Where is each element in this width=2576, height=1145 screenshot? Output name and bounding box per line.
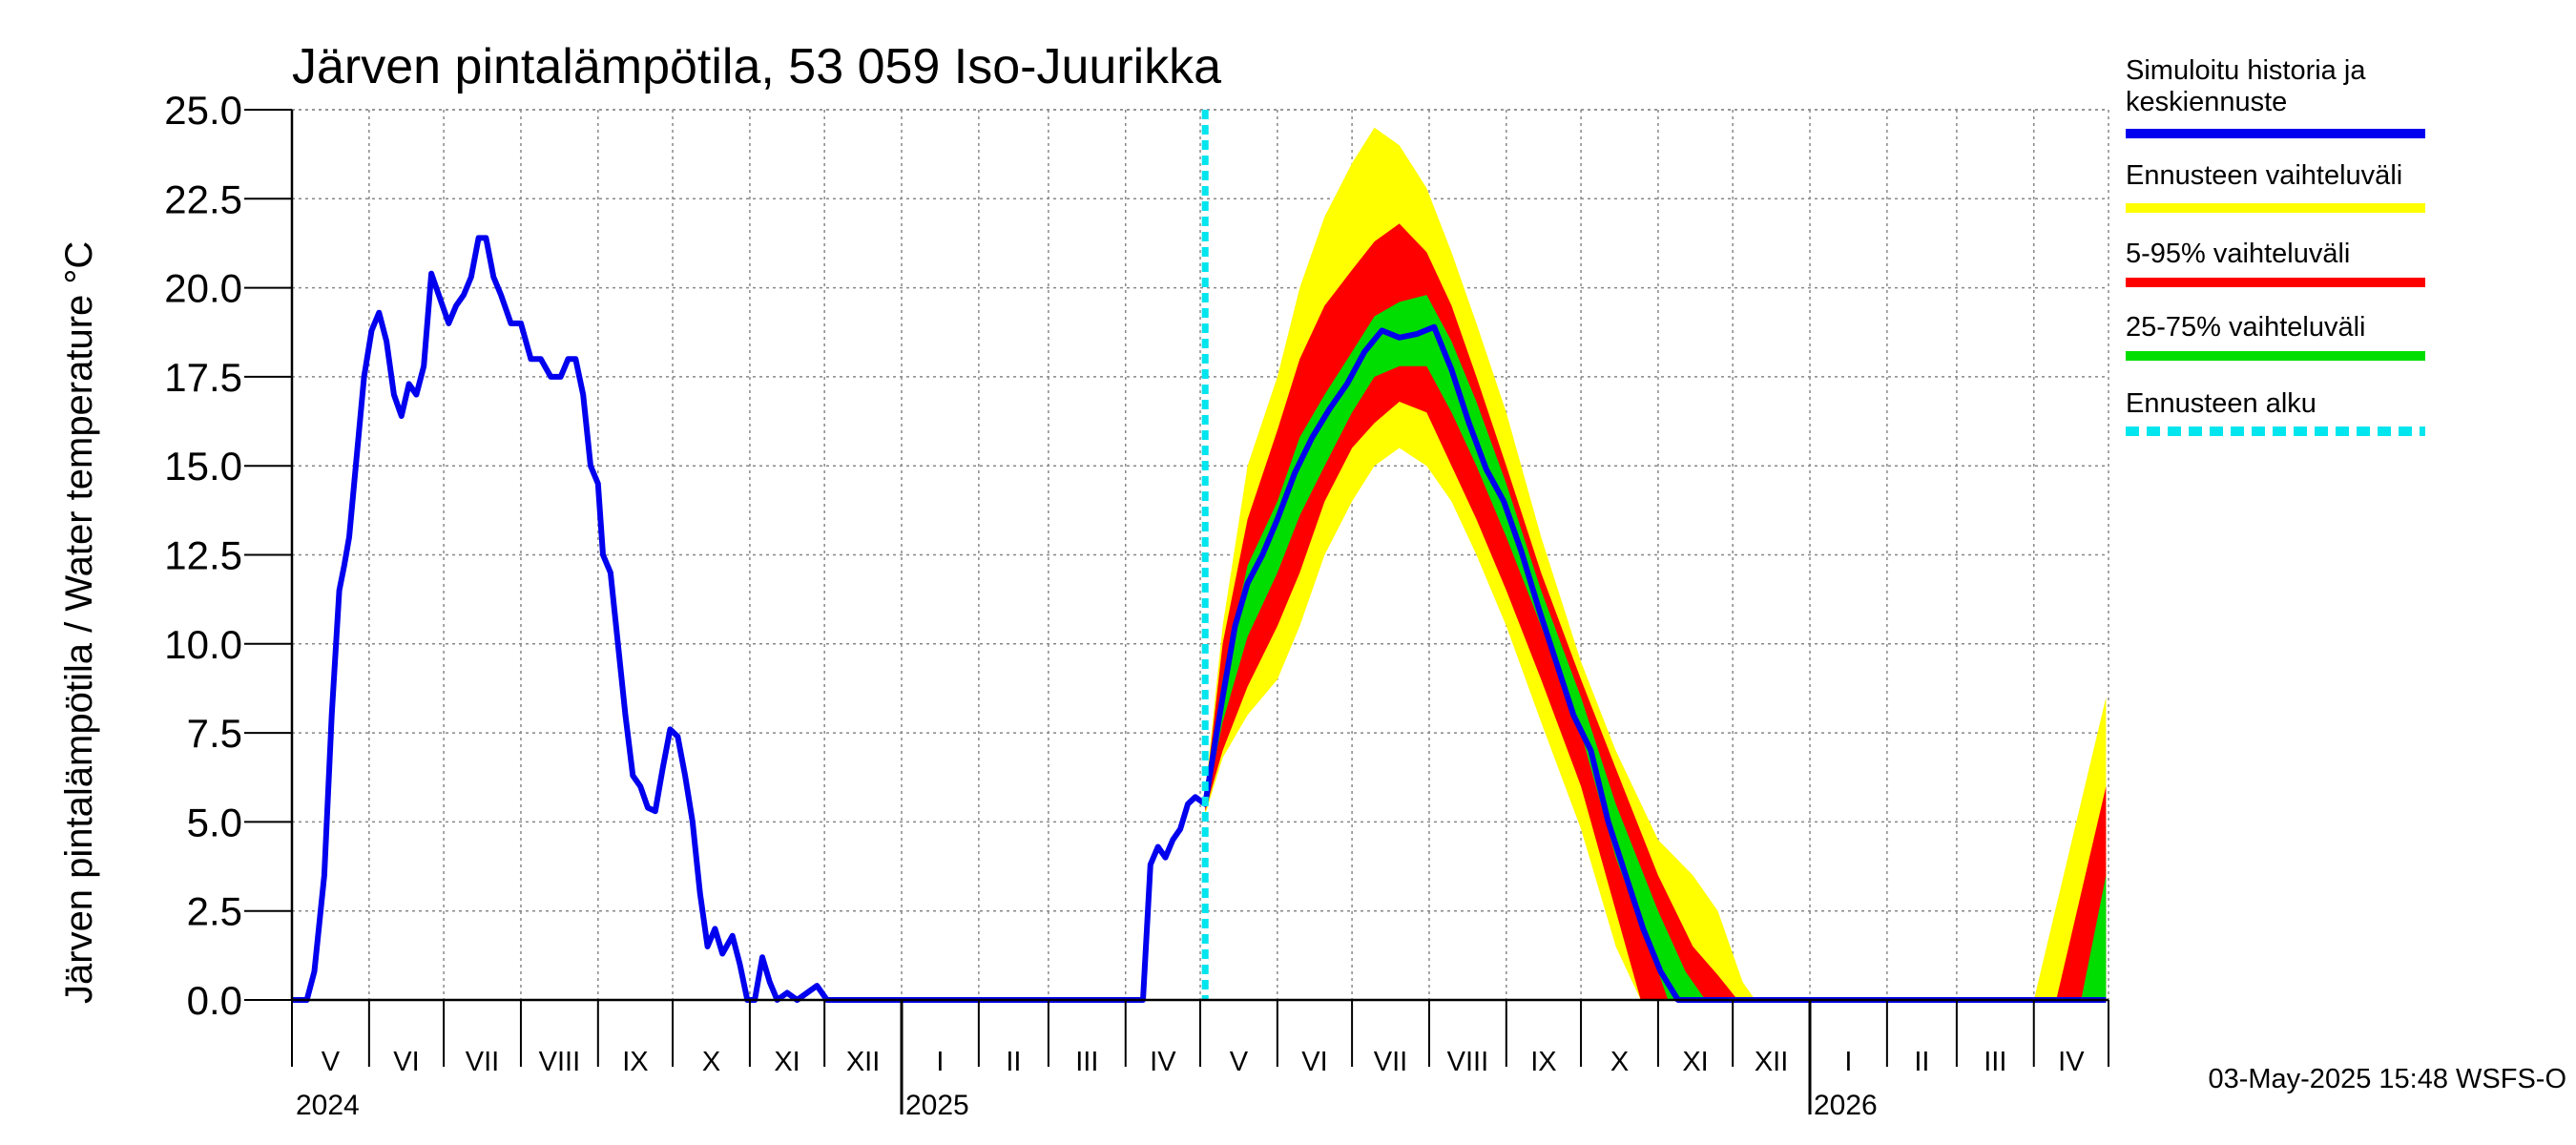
legend-label: Ennusteen alku bbox=[2126, 388, 2316, 419]
y-tick-label: 10.0 bbox=[164, 622, 242, 667]
y-tick-label: 7.5 bbox=[187, 711, 242, 756]
month-label: VI bbox=[1301, 1047, 1327, 1077]
y-tick-label: 15.0 bbox=[164, 444, 242, 489]
month-label: II bbox=[1006, 1047, 1021, 1077]
month-label: IX bbox=[622, 1047, 648, 1077]
month-label: XII bbox=[1755, 1047, 1788, 1077]
legend-label: 25-75% vaihteluväli bbox=[2126, 312, 2365, 343]
month-label: VI bbox=[393, 1047, 419, 1077]
month-label: XII bbox=[846, 1047, 880, 1077]
forecast-bands bbox=[1205, 127, 2107, 1001]
legend-label: 5-95% vaihteluväli bbox=[2126, 239, 2350, 269]
month-label: IV bbox=[1150, 1047, 1176, 1077]
y-tick-label: 22.5 bbox=[164, 177, 242, 221]
y-tick-label: 5.0 bbox=[187, 800, 242, 844]
month-label: V bbox=[322, 1047, 341, 1077]
footer-timestamp: 03-May-2025 15:48 WSFS-O bbox=[2208, 1064, 2566, 1094]
y-tick-label: 25.0 bbox=[164, 88, 242, 133]
legend-label: Simuloitu historia ja bbox=[2126, 55, 2366, 86]
y-tick-label: 12.5 bbox=[164, 533, 242, 578]
y-tick-label: 20.0 bbox=[164, 266, 242, 311]
legend-label: Ennusteen vaihteluväli bbox=[2126, 160, 2402, 191]
legend-label: keskiennuste bbox=[2126, 87, 2287, 117]
year-label: 2025 bbox=[905, 1090, 969, 1121]
month-label: X bbox=[1610, 1047, 1629, 1077]
month-label: II bbox=[1914, 1047, 1929, 1077]
month-label: IV bbox=[2058, 1047, 2085, 1077]
y-tick-label: 0.0 bbox=[187, 978, 242, 1023]
grid bbox=[292, 109, 2109, 1001]
month-label: XI bbox=[1682, 1047, 1708, 1077]
chart-title: Järven pintalämpötila, 53 059 Iso-Juurik… bbox=[292, 39, 1221, 94]
month-label: IX bbox=[1530, 1047, 1556, 1077]
month-label: III bbox=[1984, 1047, 2006, 1077]
month-label: VIII bbox=[1447, 1047, 1489, 1077]
year-label: 2024 bbox=[296, 1090, 360, 1121]
month-label: VII bbox=[466, 1047, 499, 1077]
axes: 0.0 2.5 5.0 7.5 10.0 12.5 15.0 17.5 20.0 22.5 25.0… bbox=[164, 88, 2109, 1121]
y-axis-label: Järven pintalämpötila / Water temperatur… bbox=[58, 241, 100, 1004]
month-label: I bbox=[936, 1047, 944, 1077]
year-label: 2026 bbox=[1814, 1090, 1878, 1121]
y-tick-label: 17.5 bbox=[164, 355, 242, 400]
month-label: III bbox=[1075, 1047, 1098, 1077]
month-label: I bbox=[1844, 1047, 1852, 1077]
series-lines bbox=[292, 110, 2107, 1003]
month-label: V bbox=[1230, 1047, 1249, 1077]
band-5-95-vaihteluv-li bbox=[1205, 223, 2107, 1000]
month-label: VIII bbox=[539, 1047, 581, 1077]
month-label: X bbox=[702, 1047, 720, 1077]
y-tick-label: 2.5 bbox=[187, 889, 242, 934]
series-line-simulated-history bbox=[292, 235, 2107, 1003]
month-label: VII bbox=[1374, 1047, 1407, 1077]
month-label: XI bbox=[774, 1047, 800, 1077]
